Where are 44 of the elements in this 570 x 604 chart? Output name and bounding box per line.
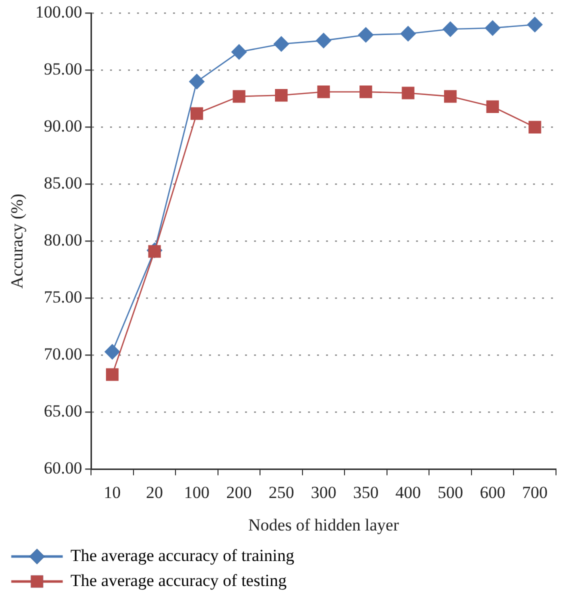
- x-tick-label: 10: [104, 482, 121, 502]
- y-tick-label: 70.00: [44, 344, 82, 364]
- point: [231, 44, 247, 60]
- x-tick-label: 700: [522, 482, 548, 502]
- y-tick-label: 80.00: [44, 230, 82, 250]
- point: [486, 100, 499, 113]
- point: [527, 16, 543, 32]
- x-tick-label: 300: [310, 482, 336, 502]
- point: [274, 36, 289, 52]
- x-tick-label: 200: [226, 482, 252, 502]
- point: [528, 120, 542, 134]
- x-tick-label: 350: [353, 482, 379, 502]
- legend-label: The average accuracy of testing: [70, 570, 288, 590]
- y-tick-label: 95.00: [44, 60, 82, 79]
- y-tick-label: 60.00: [44, 458, 82, 478]
- y-tick-label: 90.00: [44, 116, 82, 136]
- point: [190, 107, 204, 120]
- point: [402, 86, 414, 100]
- point: [317, 86, 330, 98]
- point: [484, 20, 500, 36]
- point: [232, 90, 246, 103]
- point: [275, 88, 288, 102]
- point: [358, 27, 374, 43]
- x-tick-label: 400: [395, 482, 421, 502]
- point: [444, 90, 457, 103]
- x-tick-label: 100: [184, 482, 210, 502]
- x-tick-label: 600: [480, 482, 506, 502]
- x-axis-title: Nodes of hidden layer: [248, 515, 400, 534]
- point: [316, 32, 332, 48]
- point: [106, 368, 119, 381]
- point: [400, 26, 416, 42]
- point: [360, 86, 372, 98]
- y-tick-label: 65.00: [44, 402, 82, 421]
- x-tick-label: 20: [146, 482, 164, 502]
- y-axis-title: Accuracy (%): [8, 194, 27, 289]
- x-tick-label: 250: [268, 482, 294, 502]
- y-tick-label: 100.00: [35, 2, 82, 22]
- point: [189, 74, 204, 90]
- y-tick-label: 85.00: [44, 174, 82, 193]
- legend-label: The average accuracy of training: [70, 546, 295, 565]
- point: [442, 22, 458, 37]
- y-tick-label: 75.00: [44, 288, 82, 307]
- point: [104, 344, 120, 360]
- x-tick-label: 500: [438, 482, 464, 502]
